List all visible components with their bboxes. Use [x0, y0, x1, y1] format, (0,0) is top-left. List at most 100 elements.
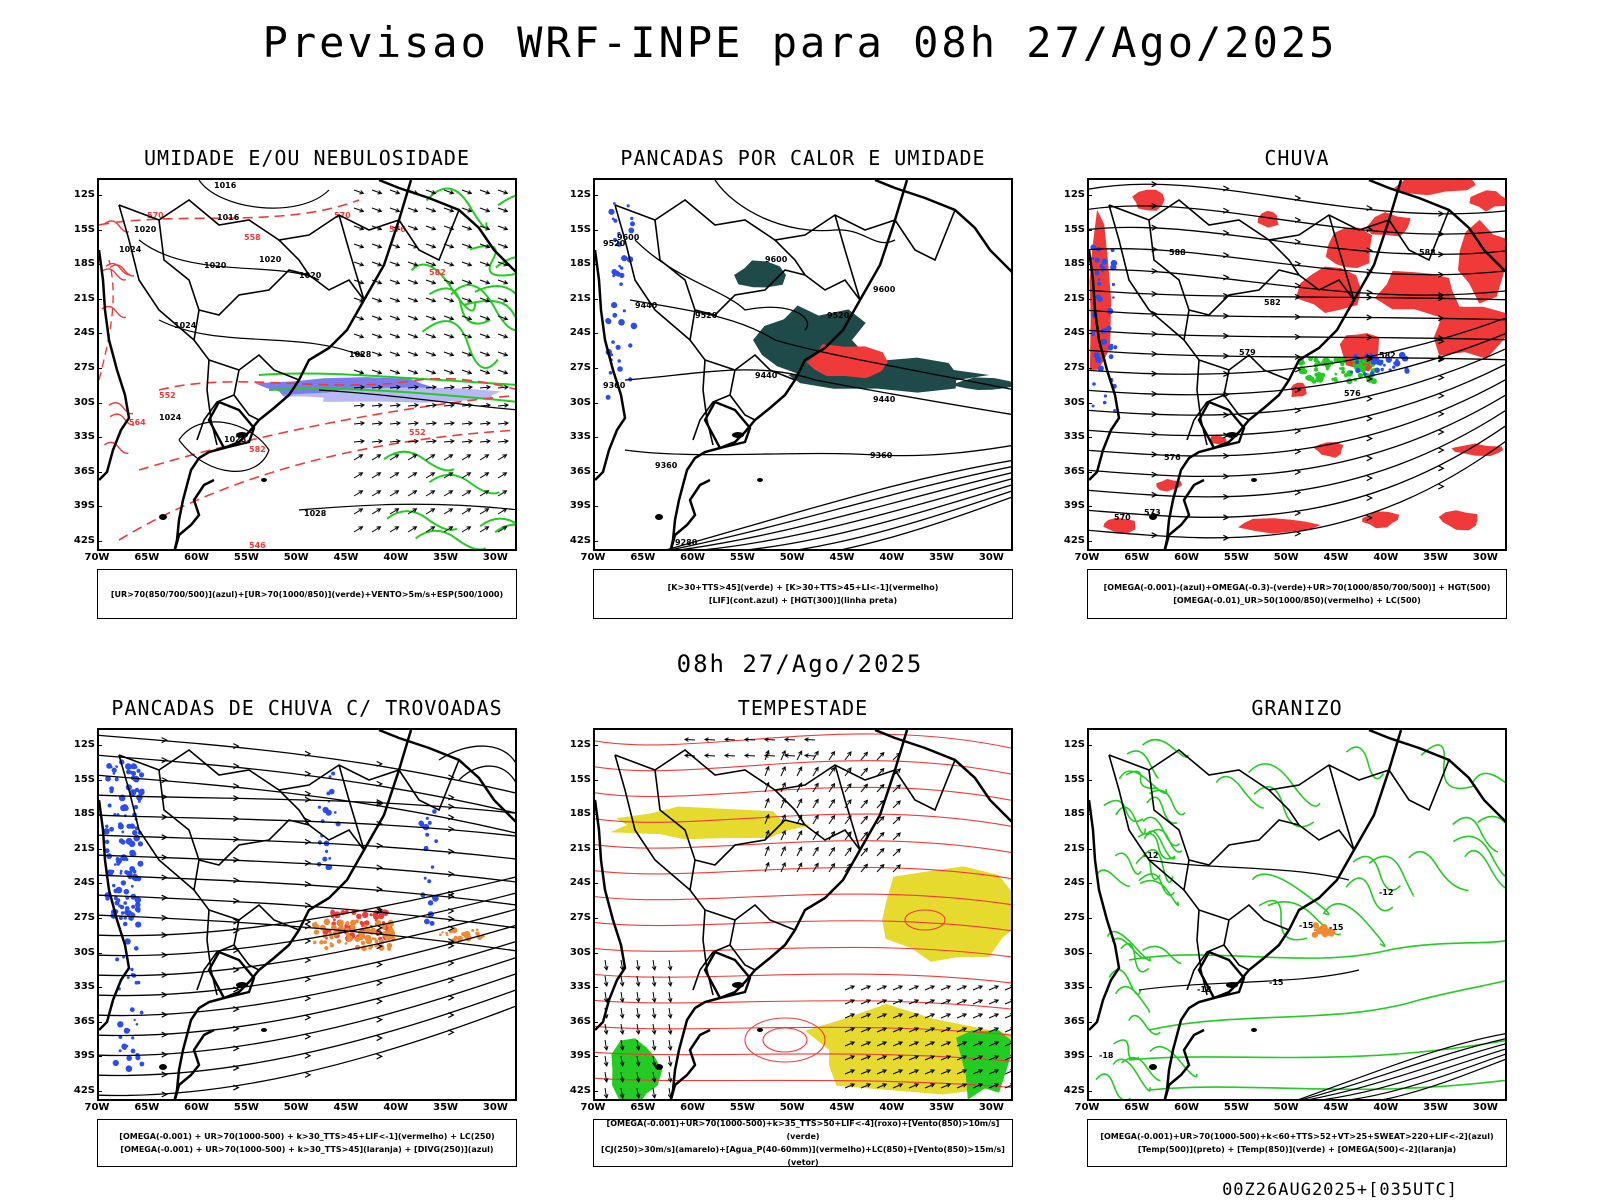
wind-vector [908, 1083, 919, 1089]
latitude-tick [593, 987, 598, 989]
wind-vector [443, 526, 453, 533]
wind-vector [668, 1055, 672, 1066]
wind-vector-head [781, 845, 786, 851]
latitude-tick-label: 12S [569, 739, 591, 750]
wind-vector [844, 999, 855, 1005]
wind-vector [461, 315, 472, 320]
wind-vector-head [781, 765, 786, 771]
latitude-tick-label: 30S [73, 396, 95, 408]
temp850-contour [1247, 763, 1321, 807]
contour-label: -15 [1299, 921, 1314, 930]
streamline-arrow [1438, 295, 1445, 302]
wind-vector-head [667, 981, 673, 987]
wind-vector-layer [353, 189, 510, 533]
streamline-arrow [1294, 407, 1302, 414]
wind-vector [353, 297, 364, 302]
wind-vector [425, 404, 437, 407]
wind-vector [908, 1013, 919, 1019]
streamline-arrow [1366, 354, 1374, 361]
streamline-arrow [1438, 338, 1445, 345]
wind-vector [764, 846, 770, 857]
streamline [595, 733, 1011, 749]
wind-vector-head [359, 316, 365, 321]
streamline-arrow [376, 1053, 384, 1060]
latitude-tick [593, 195, 598, 196]
streamline [99, 914, 515, 952]
wind-vector [497, 207, 508, 212]
latitude-tick-label: 18S [73, 808, 95, 820]
wind-vector [844, 751, 852, 761]
wind-vector [620, 1007, 624, 1018]
streamline-arrow [1294, 427, 1302, 435]
longitude-tick-label: 30W [978, 552, 1004, 563]
wind-vector-head [930, 999, 936, 1004]
wind-vector [604, 959, 608, 970]
geography-layer [595, 180, 1011, 549]
rh-green-contour [410, 263, 477, 312]
wind-vector [407, 279, 418, 284]
streamline-arrow [448, 959, 455, 967]
wind-vector [804, 754, 816, 757]
wind-vector-head [467, 352, 473, 357]
streamline-arrow [233, 783, 240, 790]
wind-vector-head [946, 999, 952, 1004]
latitude-tick [593, 779, 598, 781]
wind-vector-head [378, 384, 384, 390]
andes-coastline [99, 799, 131, 1031]
state-border [1388, 209, 1450, 262]
rh-green-contour [494, 523, 515, 533]
streamline [1089, 363, 1505, 437]
wind-vector [652, 975, 656, 986]
wind-vector-head [377, 244, 383, 249]
streamline-arrow [1151, 532, 1159, 539]
temp850-contour [1146, 828, 1183, 853]
latitude-tick-label: 18S [73, 258, 95, 270]
wind-vector-head [850, 999, 856, 1004]
wind-vector-head [395, 316, 401, 321]
thickness-contour [99, 199, 360, 226]
wind-vector [812, 863, 819, 873]
latitude-tick-label: 21S [1063, 292, 1085, 304]
streamline-arrow [1151, 202, 1159, 209]
streamline-arrow [161, 834, 169, 841]
latitude-tick [593, 541, 598, 542]
wind-vector [652, 1023, 656, 1034]
state-border [1268, 239, 1300, 276]
wind-vector [461, 297, 472, 302]
temp850-contour [1120, 1056, 1161, 1082]
wind-vector-head [866, 1027, 872, 1032]
wind-vector-head [503, 208, 509, 213]
wind-vector-head [504, 384, 510, 390]
wind-vector-head [667, 1045, 673, 1051]
argentina-coastline [173, 478, 215, 549]
andes-coastline [1089, 799, 1121, 1031]
wind-vector-head [412, 526, 418, 531]
state-border [1108, 204, 1185, 341]
latitude-tick-label: 18S [569, 808, 591, 820]
streamline-arrow [1151, 290, 1159, 297]
rain-area-red [1458, 219, 1505, 304]
wind-vector [988, 1055, 999, 1061]
wind-vector [425, 386, 437, 389]
wind-vector [972, 1083, 983, 1089]
streamline-arrow [1151, 350, 1159, 357]
state-border [206, 359, 218, 446]
state-border [729, 369, 756, 421]
longitude-tick-label: 60W [184, 1102, 210, 1113]
latitude-tick-label: 21S [73, 842, 95, 854]
wind-vector-head [866, 1069, 872, 1074]
latitude-tick-label: 27S [1063, 912, 1085, 923]
wind-vector-head [962, 1069, 968, 1074]
jet-yellow-area [882, 866, 1011, 962]
state-border [1388, 759, 1450, 812]
wind-vector [461, 404, 473, 407]
wind-vector-head [978, 1055, 984, 1060]
longitude-tick-label: 55W [1223, 1102, 1249, 1113]
wind-vector-head [503, 316, 509, 321]
state-border [398, 209, 460, 262]
wind-vector [744, 754, 756, 757]
wind-vector-head [619, 1029, 625, 1035]
wind-vector-head [486, 438, 492, 444]
latitude-tick [1087, 229, 1092, 231]
state-border [308, 824, 365, 851]
